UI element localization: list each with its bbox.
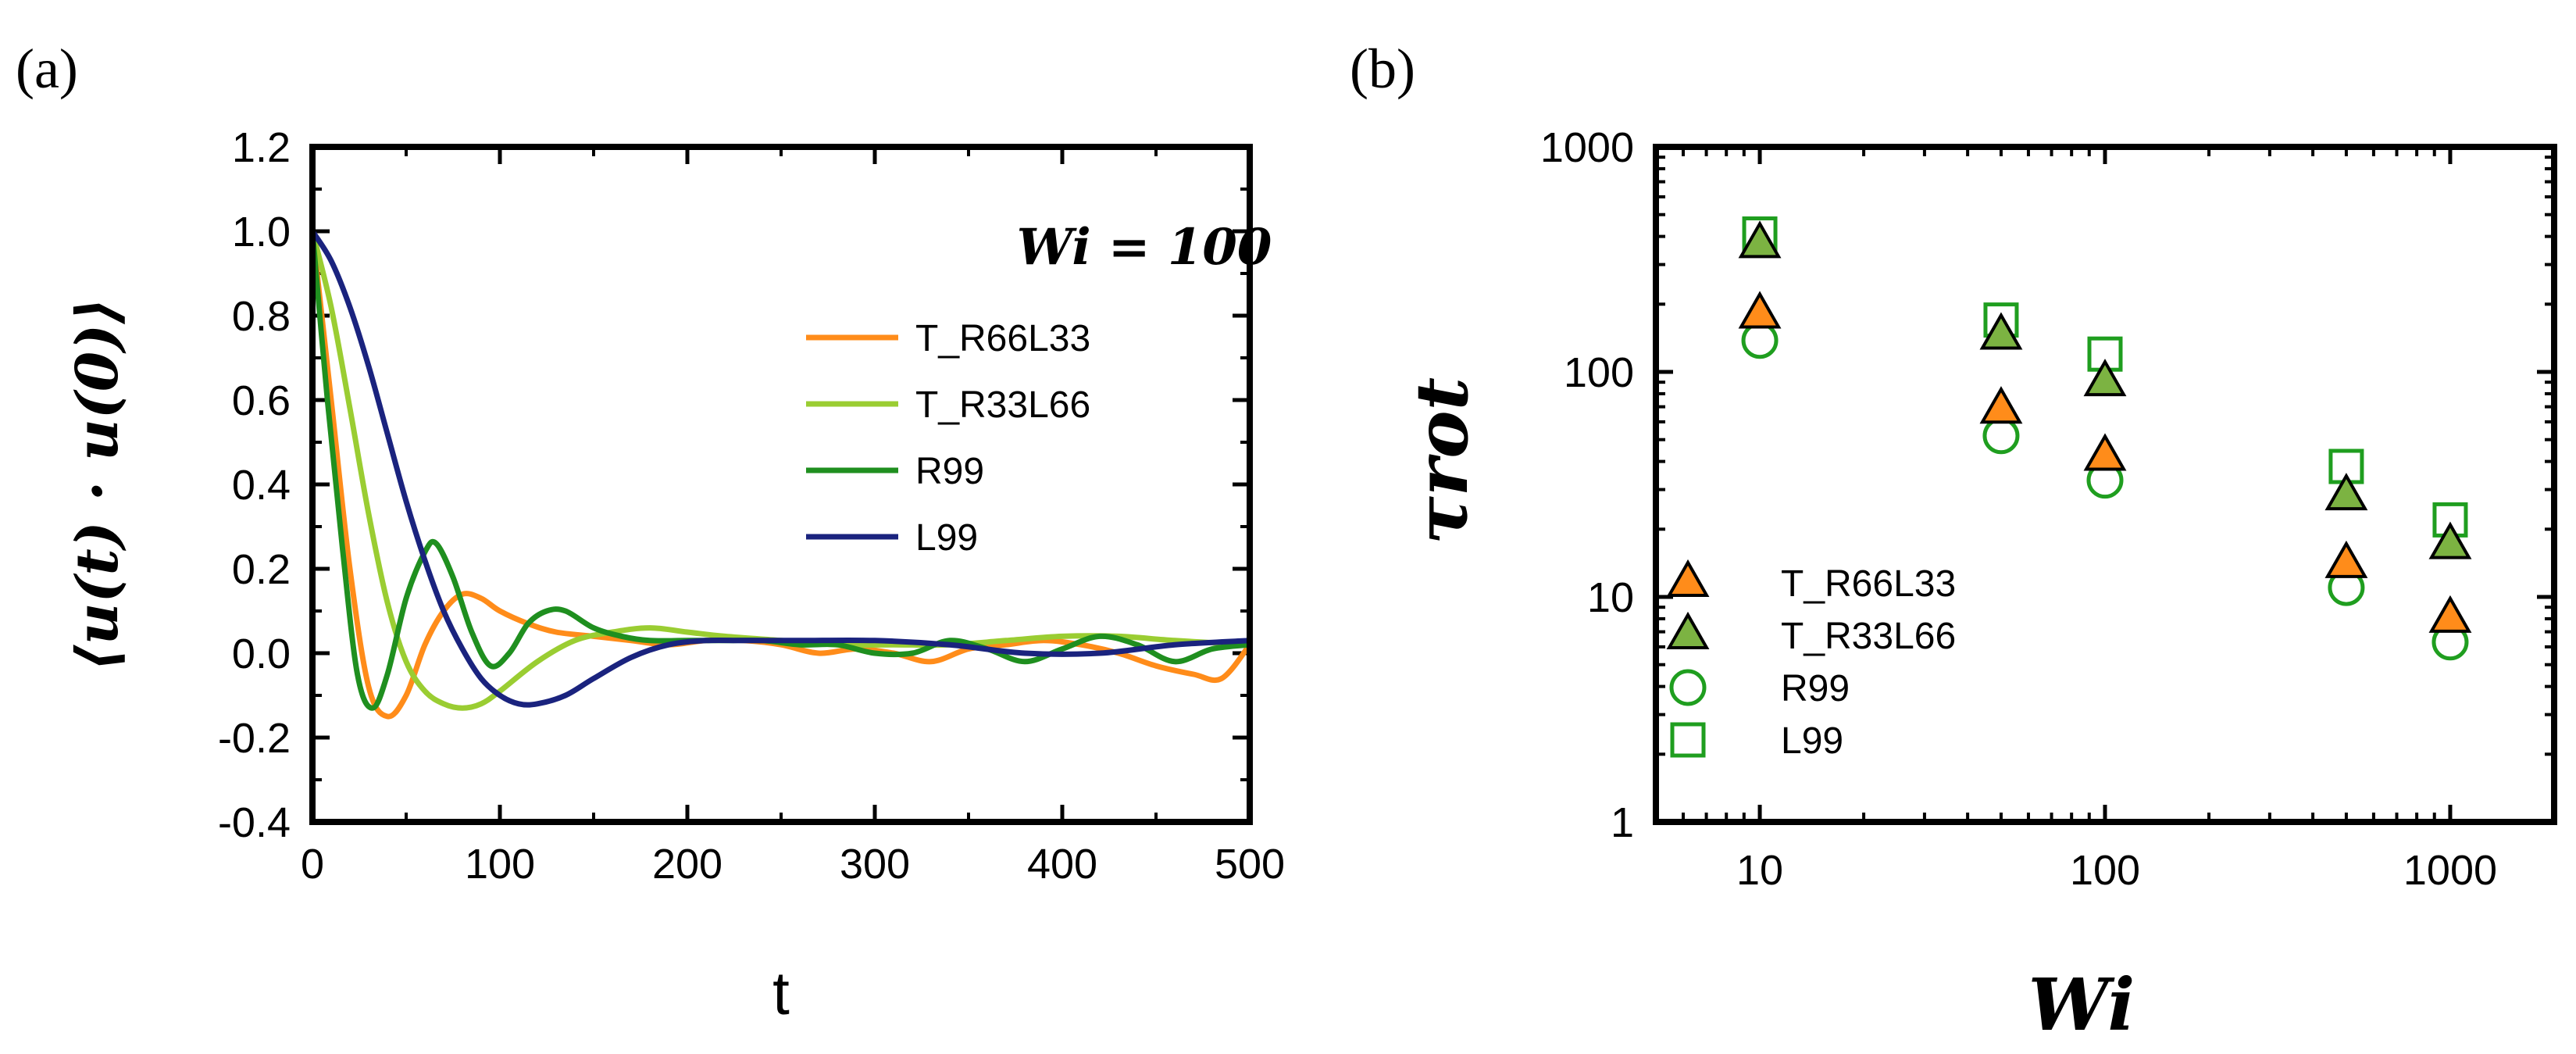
panel-b-x-axis-label: Wi [2028,963,2135,1047]
legend-marker-l99 [1670,722,1706,758]
panel-b-chart: 10 100 1000 1 10 100 1000 Wi τrot T_R66L33 T_R… [1400,124,2557,1047]
legend-label-r99: R99 [915,451,984,492]
panel-a-y-axis-label: ⟨u(t) · u(0)⟩ [64,298,131,671]
panel-a-y-tick-label: 1.0 [232,209,291,255]
series-line-l99 [310,230,1251,708]
data-point-t_r66l33 [2083,433,2127,471]
panel-b-x-tick-label: 1000 [2403,847,2497,894]
panel-b-y-tick-label: 10 [1587,574,1634,621]
panel-a-annotation: Wi = 100 [1017,218,1272,277]
panel-a-y-tick-label: 0.0 [232,631,291,677]
panel-a-x-tick-label: 200 [652,841,722,888]
panel-b-y-tick-label: 1000 [1540,124,1634,171]
legend-label-t_r66l33: T_R66L33 [915,318,1090,359]
legend-label-b-t_r66l33: T_R66L33 [1781,563,1956,605]
legend-label-b-r99: R99 [1781,668,1850,709]
data-point-t_r66l33 [2428,595,2472,633]
legend-label-b-t_r33l66: T_R33L66 [1781,616,1956,657]
panel-b-y-tick-label: 1 [1611,799,1634,846]
panel-a-chart: 0 100 200 300 400 500 -0.4 -0.2 0.0 0.2 0.4 0.6 0.8… [64,124,1285,1027]
legend-label-b-l99: L99 [1781,720,1843,762]
series-line-r99 [309,230,1251,711]
legend-marker-r99 [1669,669,1707,706]
panel-a-y-tick-label: 0.6 [232,377,291,424]
panel-label-a: (a) [16,38,78,100]
panel-a-y-tick-label: 0.8 [232,293,291,340]
panel-b-x-tick-label: 100 [2070,847,2140,894]
data-point-t_r33l66 [1979,312,2023,350]
data-point-t_r66l33 [2324,540,2368,578]
panel-a-y-tick-label: 1.2 [232,124,291,171]
legend-marker-t_r33l66 [1666,611,1710,649]
panel-b-y-axis-label: τrot [1400,377,1484,545]
panel-b-x-tick-label: 10 [1736,847,1783,894]
panel-a-y-tick-label: -0.4 [218,799,291,846]
series-line-t_r33l66 [309,230,1251,711]
panel-a-x-tick-label: 0 [301,841,324,888]
panel-b-frame [1653,144,2557,825]
legend-label-t_r33l66: T_R33L66 [915,384,1090,426]
panel-a-x-axis-label: t [772,959,790,1027]
panel-a-x-tick-label: 100 [465,841,535,888]
data-point-t_r66l33 [1979,386,2023,424]
panel-label-b: (b) [1350,38,1415,100]
panel-a-x-tick-label: 400 [1027,841,1097,888]
panel-a-x-tick-label: 300 [840,841,910,888]
panel-b-y-tick-label: 100 [1564,349,1634,396]
data-point-t_r33l66 [2324,473,2368,511]
data-point-r99 [1741,322,1779,359]
panel-a-y-tick-label: 0.2 [232,546,291,593]
data-point-t_r66l33 [1738,291,1782,329]
panel-a-frame [309,144,1253,825]
legend-label-l99: L99 [915,517,978,559]
panel-a-y-tick-label: -0.2 [218,715,291,762]
data-point-r99 [1982,417,2020,455]
legend-marker-t_r66l33 [1666,559,1710,597]
data-point-t_r33l66 [2428,521,2472,559]
data-point-t_r33l66 [2083,359,2127,397]
data-point-t_r33l66 [1738,220,1782,259]
panel-a-y-tick-label: 0.4 [232,462,291,509]
panel-a-x-tick-label: 500 [1215,841,1285,888]
